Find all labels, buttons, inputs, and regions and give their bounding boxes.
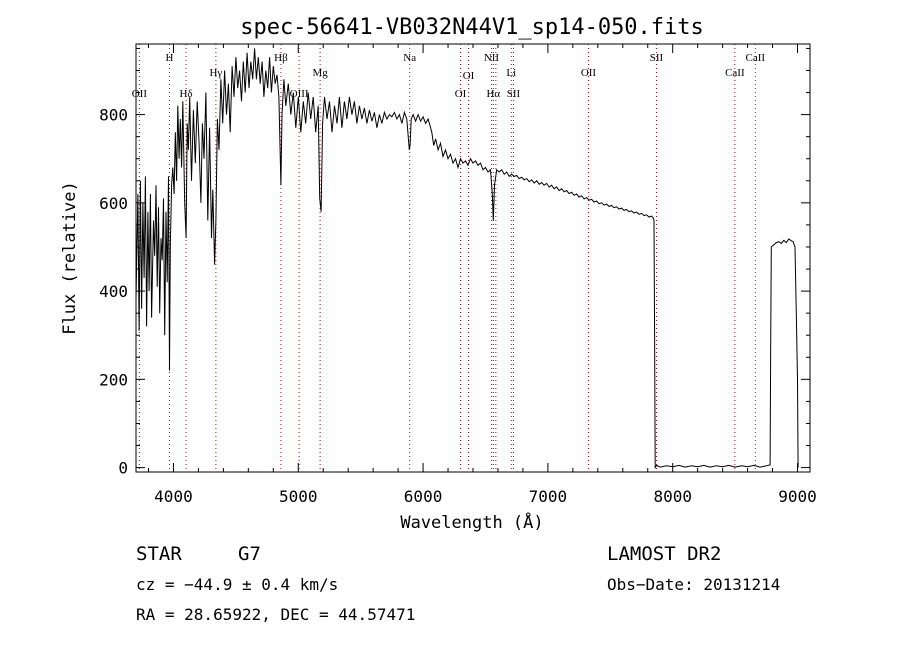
y-tick-label: 600 <box>99 194 128 213</box>
spectral-line-label: OIII <box>290 88 309 100</box>
x-axis-label: Wavelength (Å) <box>400 511 543 533</box>
spectrum-line <box>135 48 799 470</box>
spectral-line-label: CaII <box>746 52 766 64</box>
spectral-line-label: Hδ <box>179 88 192 100</box>
spectral-line-label: NII <box>484 52 500 64</box>
x-tick-label: 7000 <box>529 487 568 506</box>
velocity-readout: cz = −44.9 ± 0.4 km/s <box>136 575 338 594</box>
y-tick-label: 800 <box>99 106 128 125</box>
x-tick-label: 8000 <box>653 487 692 506</box>
spectral-line-label: H <box>165 52 173 64</box>
axis-ticks: 4000 5000 6000 7000 8000 9000 0 200 400 600 800 <box>99 44 817 506</box>
spectral-line-label: SII <box>507 88 521 100</box>
plot-frame <box>135 43 811 473</box>
x-tick-label: 6000 <box>404 487 443 506</box>
spectral-line-label: Na <box>403 52 416 64</box>
obs-date: Obs−Date: 20131214 <box>607 575 780 594</box>
object-class: STAR <box>136 543 182 565</box>
x-tick-label: 4000 <box>154 487 193 506</box>
chart-title: spec-56641-VB032N44V1_sp14-050.fits <box>240 15 704 40</box>
spectral-line-label: CaII <box>725 67 745 79</box>
coordinates-readout: RA = 28.65922, DEC = 44.57471 <box>136 605 415 624</box>
y-tick-label: 0 <box>118 459 128 478</box>
spectral-line-label: OII <box>132 88 148 100</box>
y-axis-label: Flux (relative) <box>60 181 80 335</box>
spectral-line-label: OI <box>455 88 467 100</box>
spectral-line-label: Li <box>506 67 516 79</box>
x-tick-label: 9000 <box>778 487 817 506</box>
spectral-line-label: Mg <box>312 67 328 79</box>
spectral-line-label: Hα <box>486 88 500 100</box>
y-tick-label: 400 <box>99 282 128 301</box>
spectral-line-label: SII <box>650 52 664 64</box>
x-tick-label: 5000 <box>279 487 318 506</box>
survey-name: LAMOST DR2 <box>607 543 721 565</box>
spectral-line-label: Hβ <box>274 52 288 64</box>
spectral-line-label: OII <box>581 67 597 79</box>
y-tick-label: 200 <box>99 370 128 389</box>
spectrum-plot <box>135 48 799 470</box>
spectral-line-label: OI <box>463 70 475 82</box>
spectral-line-label: Hγ <box>209 67 222 79</box>
object-subclass: G7 <box>238 543 261 565</box>
